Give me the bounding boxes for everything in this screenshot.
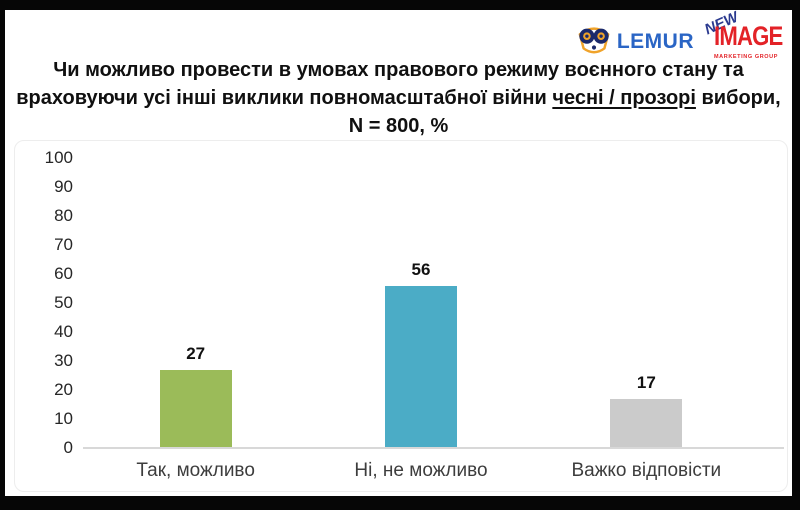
bar-3 (610, 398, 683, 448)
x-axis-category-label: Ні, не можливо (354, 460, 488, 481)
x-axis-category-label: Важко відповісти (571, 460, 722, 481)
new-image-subtitle: MARKETING GROUP (714, 54, 778, 60)
lemur-logo: LEMUR (575, 22, 694, 61)
bar-2 (384, 285, 457, 448)
x-axis-line (83, 447, 784, 449)
y-axis-tick-label: 10 (54, 409, 73, 428)
bar-slot: 17 (534, 158, 759, 448)
title-underlined-phrase: чесні / прозорі (552, 87, 696, 109)
bar-value-label: 17 (636, 372, 656, 392)
lemur-wordmark: LEMUR (616, 29, 694, 53)
y-axis-tick-label: 40 (54, 322, 73, 341)
bar-value-label: 56 (411, 259, 431, 279)
title-line-2: враховуючи усі інші виклики повномасштаб… (16, 87, 781, 109)
y-axis-tick-label: 30 (54, 351, 73, 370)
x-axis-category-label: Так, можливо (136, 460, 255, 481)
y-axis-tick-label: 90 (54, 177, 73, 196)
bar-1 (159, 369, 232, 448)
slide-content: LEMUR NEW IMAGE MARKETING GROUP Чи можли… (5, 9, 792, 496)
y-axis-tick-label: 20 (54, 380, 73, 399)
new-image-image-text: IMAGE (714, 21, 783, 51)
new-image-logo: NEW IMAGE MARKETING GROUP (702, 9, 786, 70)
chart-panel: 0 10 20 30 40 50 60 70 80 90 100 27 56 17 Так, можли… (14, 140, 788, 492)
x-axis: Так, можливо Ні, не можливо Важко відповіс… (83, 460, 759, 482)
y-axis-tick-label: 70 (54, 235, 73, 254)
plot-area: 27 56 17 (83, 158, 759, 448)
page-title: Чи можливо провести в умовах правового р… (5, 10, 792, 140)
bar-slot: 56 (308, 158, 533, 448)
y-axis-tick-label: 80 (54, 206, 73, 225)
bar-value-label: 27 (186, 343, 206, 363)
title-line-1: Чи можливо провести в умовах правового р… (53, 59, 744, 81)
y-axis-tick-label: 100 (44, 148, 73, 167)
y-axis-tick-label: 50 (54, 293, 73, 312)
header-logos: LEMUR NEW IMAGE MARKETING GROUP (575, 9, 786, 70)
y-axis-tick-label: 0 (63, 438, 73, 457)
bar-slot: 27 (83, 158, 308, 448)
title-line-3: N = 800, % (348, 115, 449, 137)
y-axis-tick-label: 60 (54, 264, 73, 283)
lemur-icon (575, 22, 613, 61)
